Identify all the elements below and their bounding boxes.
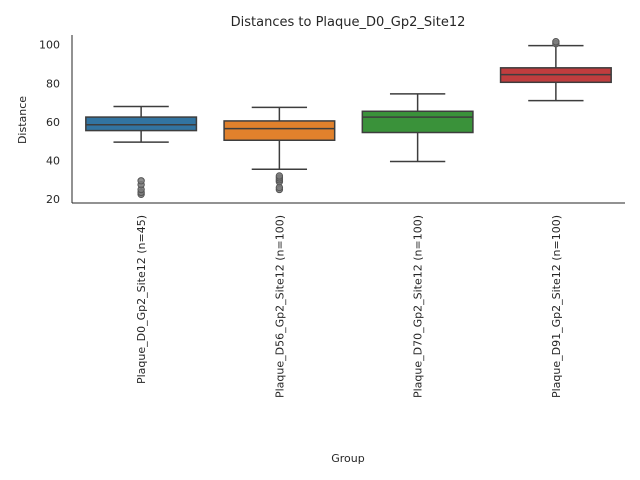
outlier-point: [552, 38, 560, 46]
y-tick-label: 40: [46, 155, 60, 168]
outlier-point: [275, 172, 284, 180]
y-tick-label: 60: [46, 116, 60, 129]
x-tick-label: Plaque_D56_Gp2_Site12 (n=100): [273, 215, 286, 398]
x-tick-label: Plaque_D70_Gp2_Site12 (n=100): [412, 215, 425, 398]
outlier-point: [137, 177, 145, 185]
box-group: [85, 105, 198, 199]
y-axis: 20 40 60 80 100: [39, 35, 73, 206]
box-group: [223, 106, 336, 194]
y-tick-label: 20: [46, 193, 60, 206]
x-tick-label: Plaque_D91_Gp2_Site12 (n=100): [550, 215, 563, 398]
box: [223, 120, 336, 141]
x-axis: Plaque_D0_Gp2_Site12 (n=45) Plaque_D56_Gp…: [72, 202, 625, 398]
box: [85, 116, 198, 132]
x-tick-label: Plaque_D0_Gp2_Site12 (n=45): [135, 215, 148, 384]
x-axis-label: Group: [331, 452, 365, 465]
chart-title: Distances to Plaque_D0_Gp2_Site12: [231, 15, 466, 30]
y-axis-label: Distance: [16, 96, 29, 144]
y-tick-label: 100: [39, 39, 60, 52]
y-tick-label: 80: [46, 77, 60, 90]
box-group: [499, 38, 612, 102]
boxes: [85, 38, 612, 199]
box: [361, 110, 474, 134]
box-group: [361, 93, 474, 163]
